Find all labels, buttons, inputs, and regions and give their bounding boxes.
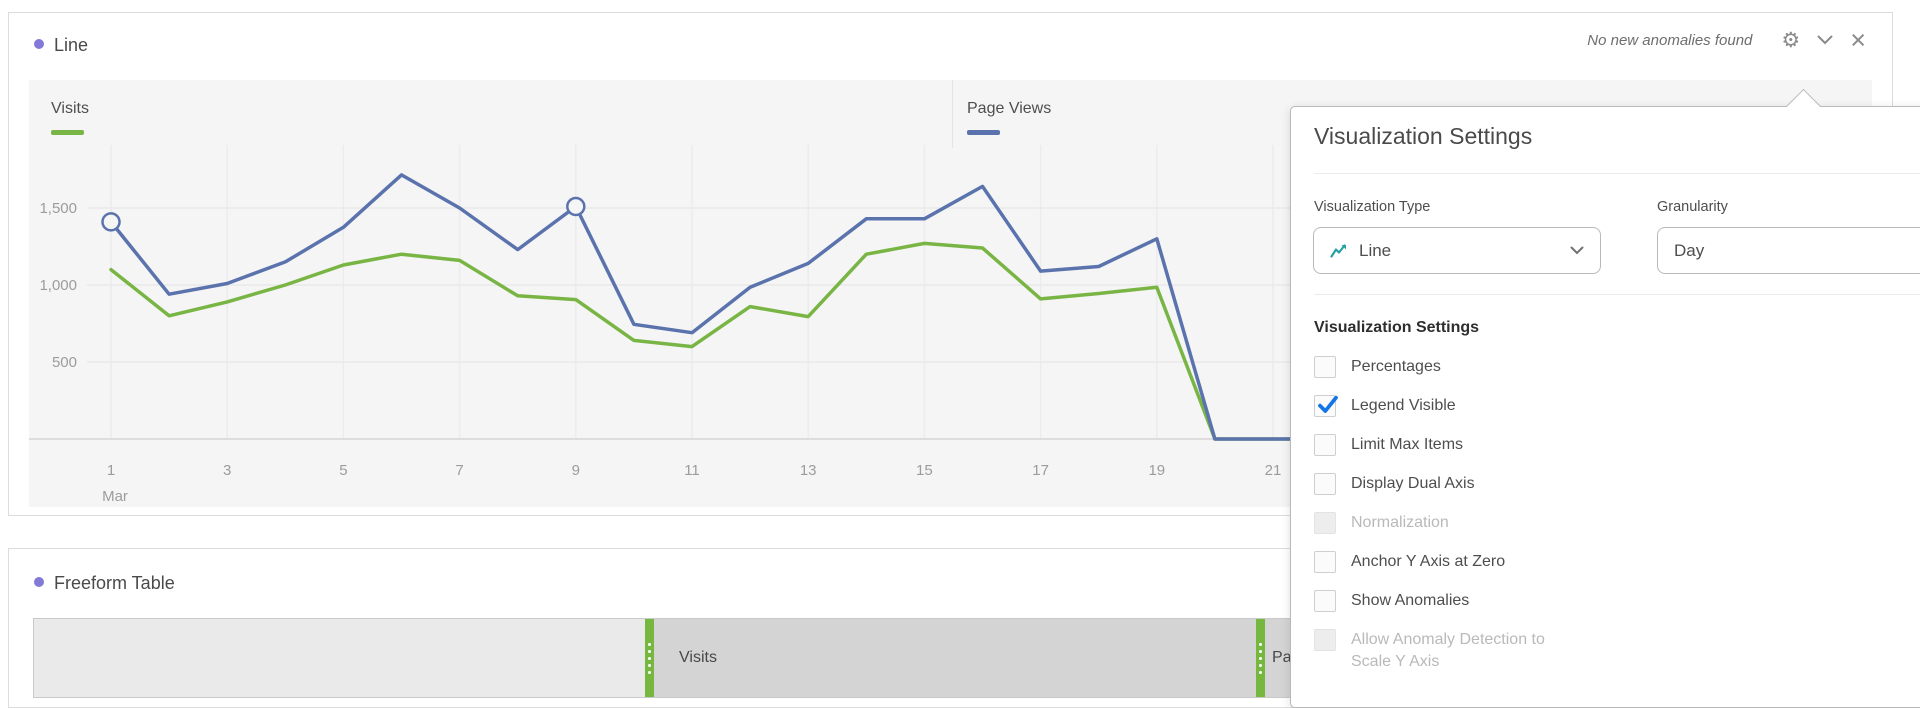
legend-swatch-page-views	[967, 130, 1000, 135]
svg-text:1,000: 1,000	[39, 277, 77, 294]
checkbox-label: Legend Visible	[1351, 397, 1456, 414]
checkbox-row[interactable]: Anchor Y Axis at Zero	[1314, 551, 1573, 573]
checkbox-label: Display Dual Axis	[1351, 475, 1475, 492]
legend-item-page-views[interactable]: Page Views	[967, 100, 1051, 135]
checkbox-label: Normalization	[1351, 514, 1449, 531]
legend-swatch-visits	[51, 130, 84, 135]
legend-label: Page Views	[967, 100, 1052, 117]
column-drag-handle[interactable]	[645, 619, 654, 697]
divider	[1314, 294, 1920, 295]
divider	[1314, 173, 1920, 174]
checkbox-unchecked[interactable]	[1314, 434, 1336, 456]
svg-text:11: 11	[684, 462, 700, 479]
svg-text:3: 3	[223, 462, 231, 479]
visualization-settings-popover: Visualization Settings Visualization Typ…	[1290, 88, 1920, 708]
svg-text:13: 13	[800, 462, 817, 479]
popover-title: Visualization Settings	[1314, 123, 1533, 149]
panel-accent-dot	[34, 577, 44, 587]
panel-title: Line	[54, 35, 89, 55]
granularity-label: Granularity	[1657, 199, 1728, 215]
svg-text:1: 1	[107, 462, 115, 479]
svg-text:Mar: Mar	[102, 488, 128, 505]
chevron-down-icon[interactable]	[1817, 35, 1833, 45]
column-drag-handle[interactable]	[1256, 619, 1265, 697]
svg-text:15: 15	[916, 462, 933, 479]
anomaly-status-text: No new anomalies found	[1587, 31, 1753, 49]
checkbox-label: Allow Anomaly Detection to Scale Y Axis	[1351, 631, 1545, 670]
checkbox-row: Normalization	[1314, 512, 1573, 534]
close-icon[interactable]: ×	[1850, 24, 1866, 55]
checkbox-unchecked[interactable]	[1314, 356, 1336, 378]
checkbox-label: Anchor Y Axis at Zero	[1351, 553, 1506, 570]
chevron-down-icon	[1570, 246, 1584, 255]
svg-text:7: 7	[455, 462, 463, 479]
checkbox-unchecked[interactable]	[1314, 473, 1336, 495]
legend-label: Visits	[51, 100, 89, 117]
granularity-value: Day	[1674, 240, 1705, 260]
checkbox-row: Allow Anomaly Detection to Scale Y Axis	[1314, 629, 1573, 673]
settings-checkbox-list: Percentages Legend Visible Limit Max Items…	[1314, 356, 1573, 673]
checkbox-row[interactable]: Legend Visible	[1314, 395, 1573, 417]
svg-text:17: 17	[1032, 462, 1049, 479]
visualization-type-value: Line	[1359, 240, 1392, 260]
gear-icon[interactable]: ⚙	[1781, 28, 1801, 52]
checkbox-row[interactable]: Limit Max Items	[1314, 434, 1573, 456]
checkbox-row[interactable]: Percentages	[1314, 356, 1573, 378]
visualization-type-label: Visualization Type	[1314, 199, 1431, 215]
table-header-empty-cell[interactable]	[34, 619, 645, 697]
checkbox-row[interactable]: Display Dual Axis	[1314, 473, 1573, 495]
svg-text:1,500: 1,500	[39, 200, 77, 217]
checkbox-unchecked[interactable]	[1314, 551, 1336, 573]
checkbox-label: Limit Max Items	[1351, 436, 1464, 453]
panel-title: Freeform Table	[54, 573, 175, 593]
svg-text:19: 19	[1148, 462, 1165, 479]
svg-text:9: 9	[572, 462, 580, 479]
panel-controls: No new anomalies found ⚙ ×	[1587, 25, 1866, 55]
legend-item-visits[interactable]: Visits	[51, 100, 89, 135]
svg-text:5: 5	[339, 462, 347, 479]
checkbox-checked[interactable]	[1314, 395, 1338, 417]
svg-text:21: 21	[1265, 462, 1282, 479]
checkbox-label: Show Anomalies	[1351, 592, 1470, 609]
checkbox-unchecked[interactable]	[1314, 590, 1336, 612]
checkbox-label: Percentages	[1351, 358, 1441, 375]
svg-text:500: 500	[52, 354, 77, 371]
checkbox-unchecked	[1314, 512, 1336, 534]
granularity-dropdown[interactable]: Day	[1657, 227, 1920, 274]
checkbox-row[interactable]: Show Anomalies	[1314, 590, 1573, 612]
settings-section-title: Visualization Settings	[1314, 319, 1480, 336]
panel-accent-dot	[34, 39, 44, 49]
table-header-visits[interactable]: Visits	[654, 619, 1256, 697]
checkbox-unchecked	[1314, 629, 1336, 651]
line-chart-icon	[1330, 243, 1347, 259]
legend-divider	[952, 80, 953, 148]
visualization-type-dropdown[interactable]: Line	[1313, 227, 1601, 274]
